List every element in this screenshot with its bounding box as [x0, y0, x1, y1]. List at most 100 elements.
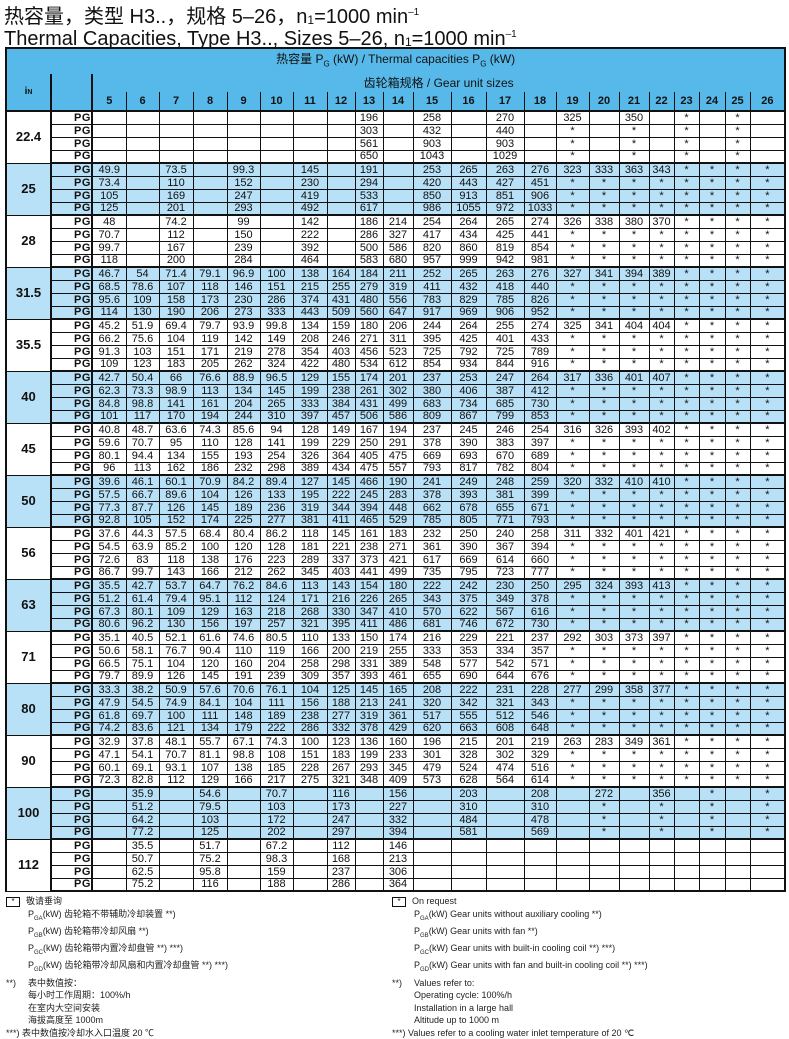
footer-english: * On request PGA(kW) Gear units without a…: [392, 895, 785, 1039]
value-cell: 403: [326, 566, 355, 580]
value-cell: 151: [158, 345, 193, 359]
p-subscript: GB: [34, 932, 43, 939]
value-cell: 434: [326, 462, 355, 476]
table-row: 90PGA32.937.848.155.767.174.310012313616…: [5, 735, 787, 788]
value-cell: 374: [292, 293, 327, 307]
value-cell: 52.1: [158, 631, 193, 645]
value-cell: 166: [226, 774, 260, 788]
value-cell: 934: [450, 358, 486, 372]
table-row: PGC105169247419533850913851906********: [6, 189, 787, 203]
value-cell: 614: [523, 774, 556, 788]
value-cell: 676: [523, 670, 556, 684]
value-cell: 73.4: [91, 176, 126, 190]
table-band-title: 热容量 PG (kW) / Thermal capacities PG (kW): [4, 47, 787, 74]
value-cell: [91, 137, 126, 151]
value-cell: 79.5: [192, 800, 227, 814]
note2-line: 海拔高度至 1000m: [28, 1015, 104, 1026]
value-cell: *: [648, 514, 674, 528]
footer-item-cn: PGD(kW) 齿轮箱带冷却风扇和内置冷却盘管 **) ***): [6, 959, 392, 976]
value-cell: 84.1: [192, 696, 227, 710]
value-cell: 854: [523, 241, 556, 255]
value-cell: 50.6: [91, 644, 126, 658]
value-cell: [259, 150, 293, 164]
value-cell: 373: [354, 553, 383, 567]
value-cell: 247: [226, 189, 260, 203]
value-cell: *: [555, 176, 589, 190]
value-cell: 273: [226, 306, 260, 320]
value-cell: [259, 228, 293, 242]
value-cell: *: [555, 761, 589, 775]
value-cell: [91, 813, 126, 827]
value-cell: 145: [192, 501, 227, 515]
value-cell: [226, 813, 260, 827]
value-cell: 129: [292, 371, 327, 385]
value-cell: 524: [450, 761, 486, 775]
value-cell: 399: [523, 488, 556, 502]
value-cell: 401: [618, 527, 649, 541]
value-cell: 136: [354, 735, 383, 749]
value-cell: *: [588, 280, 619, 294]
p-subscript: GA: [420, 915, 429, 922]
value-cell: 440: [485, 124, 524, 138]
note2-line: 在室内大空间安装: [28, 1002, 101, 1013]
value-cell: *: [673, 618, 699, 632]
value-cell: *: [588, 176, 619, 190]
value-cell: [698, 111, 725, 125]
value-cell: 74.3: [192, 423, 227, 437]
value-cell: 523: [382, 345, 413, 359]
value-cell: 162: [158, 462, 193, 476]
value-cell: 278: [259, 345, 293, 359]
value-cell: 356: [648, 787, 674, 801]
value-cell: 70.6: [226, 683, 260, 697]
value-cell: 51.7: [192, 839, 227, 853]
value-cell: 785: [412, 514, 451, 528]
value-cell: 99.3: [226, 163, 260, 177]
value-cell: 62.5: [125, 865, 159, 879]
value-cell: [588, 852, 619, 866]
value-cell: 986: [412, 202, 451, 216]
value-cell: 422: [292, 358, 327, 372]
value-cell: 164: [326, 267, 355, 281]
value-cell: 441: [354, 566, 383, 580]
value-cell: *: [749, 514, 787, 528]
pg-type-cell: PGB: [50, 488, 93, 502]
value-cell: 614: [485, 553, 524, 567]
size-header-11: 11: [292, 92, 327, 112]
value-cell: 149: [326, 423, 355, 437]
value-cell: 90.4: [192, 644, 227, 658]
value-cell: 320: [555, 475, 589, 489]
value-cell: 214: [382, 215, 413, 229]
value-cell: 279: [354, 280, 383, 294]
on-request-cn: 敬请垂询: [26, 896, 63, 906]
value-cell: 68.4: [192, 527, 227, 541]
pg-type-cell: PGB: [50, 852, 93, 866]
value-cell: *: [749, 748, 787, 762]
footer-item-text: (kW) 齿轮箱带内置冷却盘管 **) ***): [43, 943, 184, 954]
value-cell: 105: [91, 189, 126, 203]
value-cell: 104: [226, 696, 260, 710]
value-cell: [91, 787, 126, 801]
value-cell: 264: [450, 319, 486, 333]
value-cell: 283: [382, 488, 413, 502]
value-cell: *: [588, 826, 619, 840]
value-cell: *: [749, 683, 787, 697]
value-cell: 83: [125, 553, 159, 567]
pg-type-cell: PGA: [50, 579, 93, 593]
value-cell: 274: [523, 215, 556, 229]
table-row: 31.5PGA46.75471.479.196.9100138164184211…: [5, 267, 787, 320]
value-cell: [450, 865, 486, 879]
value-cell: 219: [523, 735, 556, 749]
value-cell: 353: [450, 644, 486, 658]
value-cell: [555, 800, 589, 814]
value-cell: *: [724, 501, 750, 515]
value-cell: 145: [192, 670, 227, 684]
value-cell: 113: [292, 579, 327, 593]
value-cell: *: [673, 475, 699, 489]
value-cell: *: [749, 631, 787, 645]
table-row: PGD86.799.714316621226234540344149973579…: [6, 566, 787, 580]
value-cell: 683: [412, 397, 451, 411]
pg-type-cell: PGC: [50, 449, 93, 463]
size-header-25: 25: [724, 92, 750, 112]
value-cell: *: [618, 436, 649, 450]
on-request-box: *: [392, 896, 406, 907]
